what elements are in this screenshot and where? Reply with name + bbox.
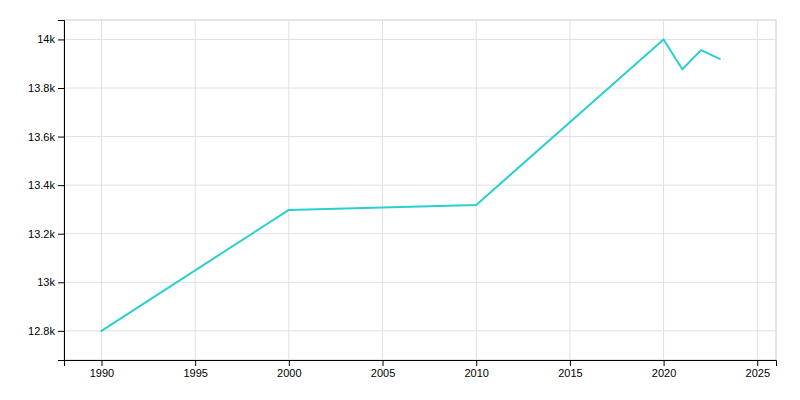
grid-line-y <box>64 39 776 40</box>
y-tick-label: 13.2k <box>28 228 55 240</box>
y-tick-label: 14k <box>37 33 55 45</box>
x-tick-mark <box>570 360 571 366</box>
y-tick-mark <box>58 185 64 186</box>
x-tick-mark <box>195 360 196 366</box>
grid-line-y <box>64 136 776 137</box>
y-tick-mark <box>58 39 64 40</box>
plot-frame <box>64 20 776 360</box>
y-tick-mark <box>58 137 64 138</box>
x-tick-label: 2020 <box>652 367 676 379</box>
y-tick-mark <box>58 282 64 283</box>
chart: 1990 1995 2000 2005 2010 2015 2020 2025 12.8k 13k… <box>0 0 800 400</box>
x-tick-mark <box>101 360 102 366</box>
x-tick-label: 2025 <box>746 367 770 379</box>
marks <box>101 39 719 330</box>
grid <box>64 20 776 360</box>
y-tick: 12.8k <box>28 325 64 337</box>
grid-line-y <box>64 185 776 186</box>
x-tick-mark <box>289 360 290 366</box>
x-tick: 2000 <box>277 360 301 379</box>
line <box>101 39 719 330</box>
x-tick: 2025 <box>746 360 770 379</box>
grid-line-x <box>288 20 289 360</box>
x-tick-label: 2005 <box>371 367 395 379</box>
grid-line-x <box>663 20 664 360</box>
plot: 1990 1995 2000 2005 2010 2015 2020 2025 12.8k 13k… <box>28 20 776 379</box>
y-axis: 12.8k 13k 13.2k 13.4k 13.6k 13.8k 14k <box>28 21 64 361</box>
x-tick-label: 1990 <box>90 367 114 379</box>
chart-container: 1990 1995 2000 2005 2010 2015 2020 2025 12.8k 13k… <box>0 0 800 400</box>
grid-line-x <box>195 20 196 360</box>
y-tick-label: 13.4k <box>28 179 55 191</box>
y-tick: 13k <box>37 276 64 288</box>
y-tick: 13.6k <box>28 131 64 143</box>
x-tick-mark <box>383 360 384 366</box>
y-tick-mark <box>58 234 64 235</box>
y-tick: 14k <box>37 33 64 45</box>
x-tick: 2020 <box>652 360 676 379</box>
grid-line-x <box>382 20 383 360</box>
x-tick-label: 2010 <box>464 367 488 379</box>
y-tick-label: 12.8k <box>28 325 55 337</box>
x-tick: 2015 <box>558 360 582 379</box>
y-tick-label: 13.8k <box>28 82 55 94</box>
x-axis: 1990 1995 2000 2005 2010 2015 2020 2025 <box>65 360 777 379</box>
y-tick-label: 13k <box>37 276 55 288</box>
x-tick: 1995 <box>183 360 207 379</box>
grid-line-x <box>476 20 477 360</box>
y-tick-mark <box>58 331 64 332</box>
grid-line-y <box>64 233 776 234</box>
y-tick: 13.2k <box>28 228 64 240</box>
x-axis-line <box>65 361 777 367</box>
x-tick-label: 1995 <box>183 367 207 379</box>
x-tick-mark <box>664 360 665 366</box>
y-tick: 13.4k <box>28 179 64 191</box>
x-tick: 2010 <box>464 360 488 379</box>
grid-line-y <box>64 282 776 283</box>
y-tick-mark <box>58 88 64 89</box>
x-tick: 2005 <box>371 360 395 379</box>
y-tick-label: 13.6k <box>28 131 55 143</box>
y-tick: 13.8k <box>28 82 64 94</box>
x-tick-label: 2015 <box>558 367 582 379</box>
x-tick: 1990 <box>90 360 114 379</box>
grid-line-x <box>569 20 570 360</box>
x-tick-label: 2000 <box>277 367 301 379</box>
grid-line-x <box>757 20 758 360</box>
grid-line-y <box>64 330 776 331</box>
grid-line-y <box>64 88 776 89</box>
grid-line-x <box>101 20 102 360</box>
x-tick-mark <box>476 360 477 366</box>
x-tick-mark <box>757 360 758 366</box>
y-axis-line <box>58 21 65 361</box>
